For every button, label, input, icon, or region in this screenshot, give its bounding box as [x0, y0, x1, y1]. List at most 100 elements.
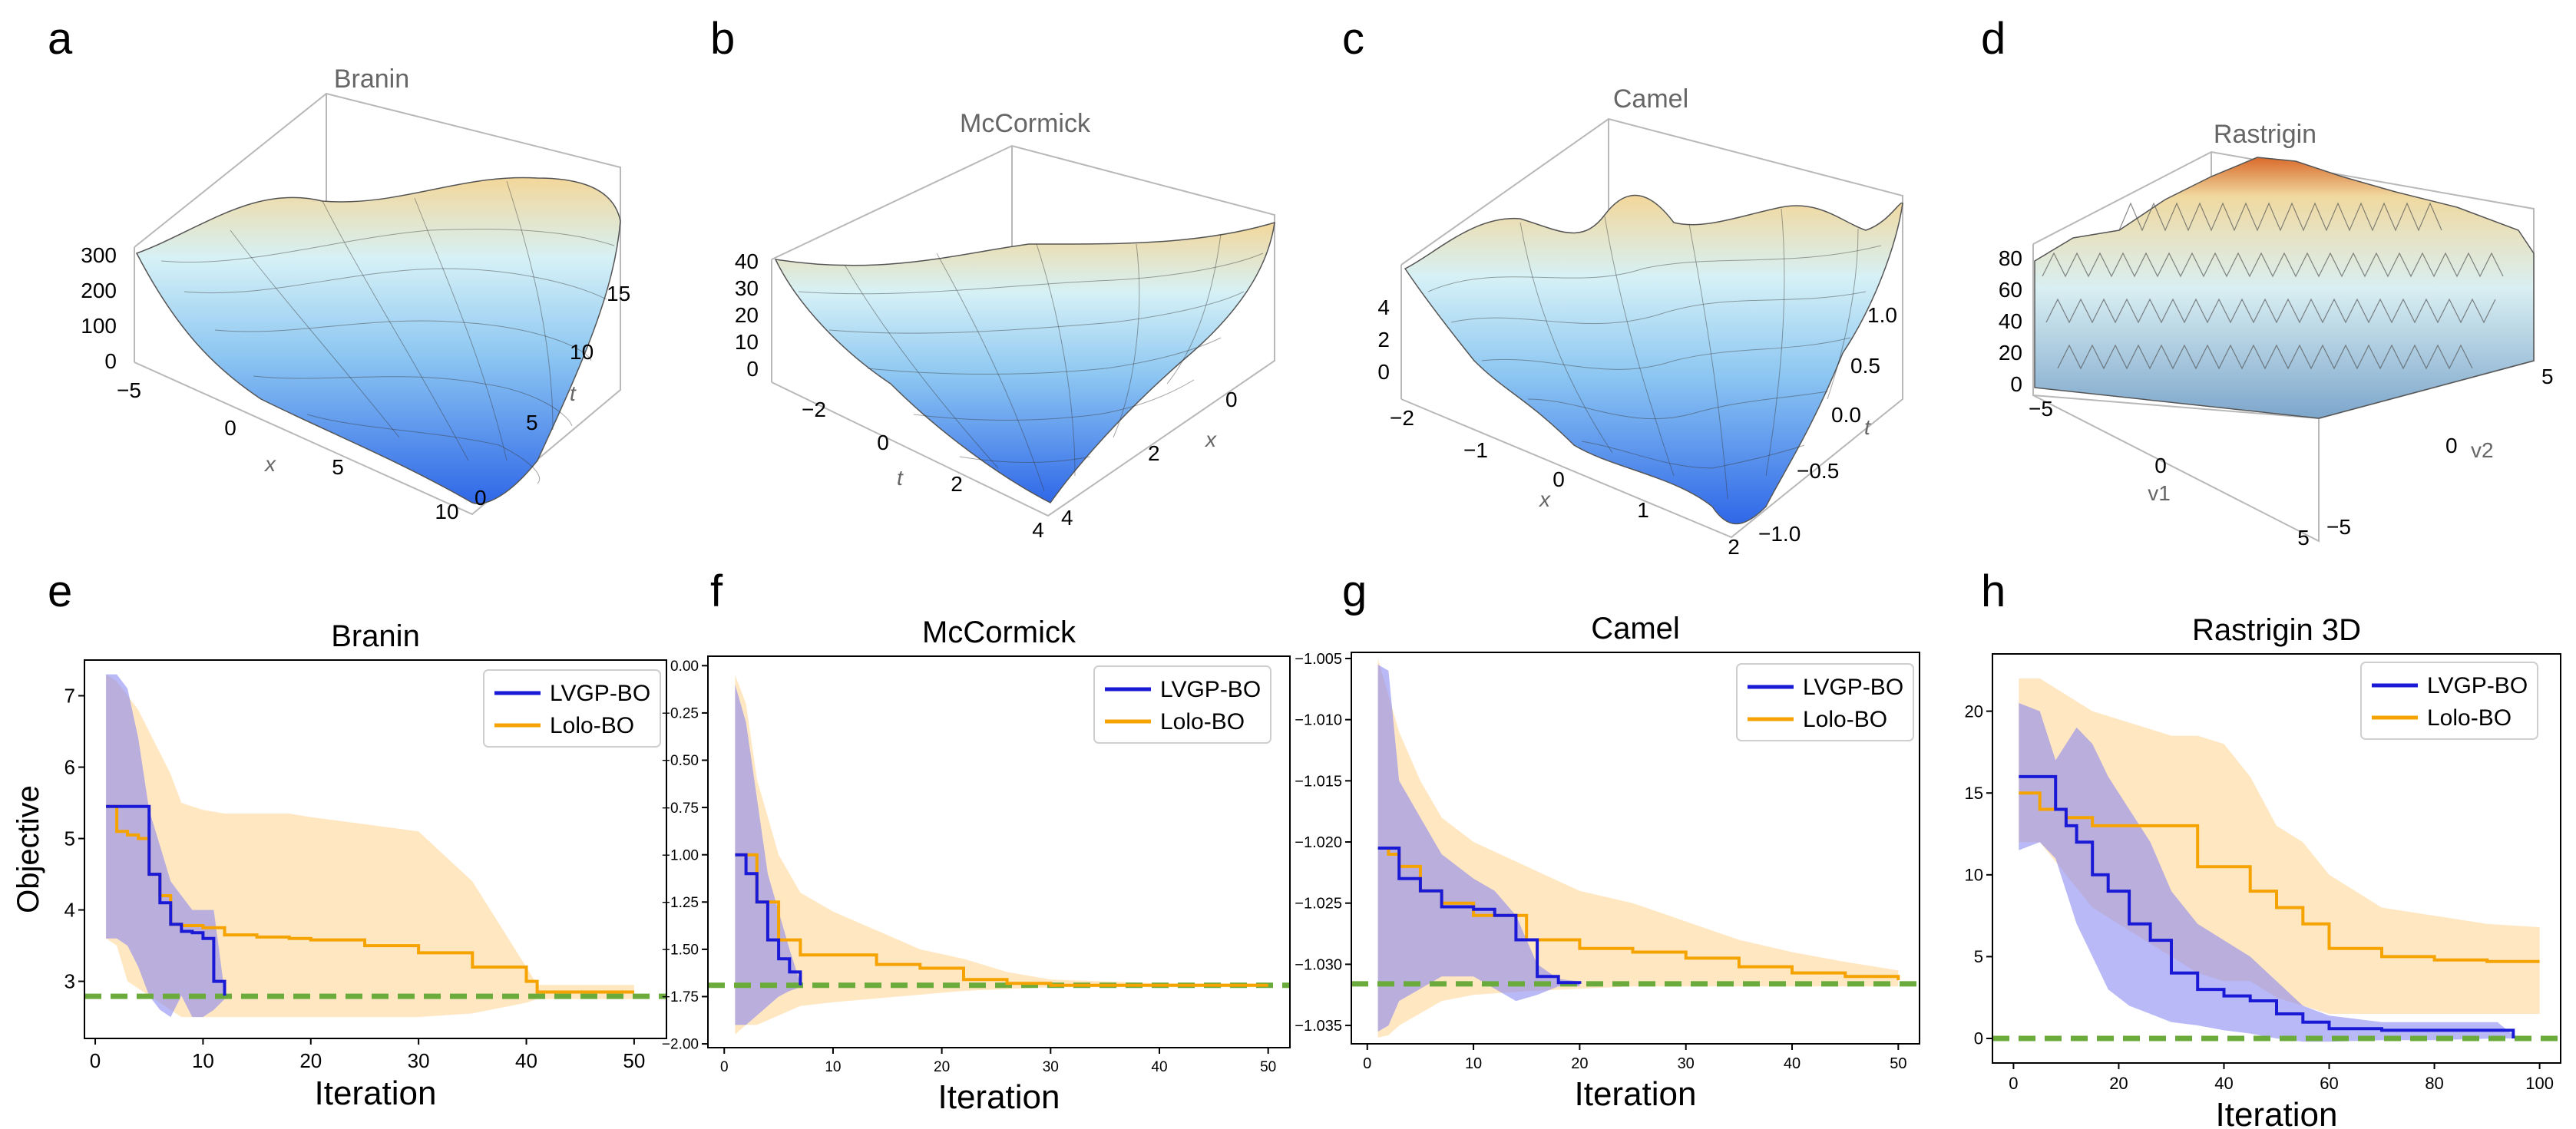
- x-axis-label: Iteration: [315, 1075, 437, 1112]
- surface-title: Camel: [1613, 84, 1688, 114]
- axis2-tick-label: 4: [1061, 506, 1073, 530]
- y-tick-label: −1.015: [1295, 773, 1342, 790]
- legend-box: [483, 669, 661, 748]
- axis2-ticks: 0 5 10 15: [475, 282, 630, 510]
- panel-letter: g: [1342, 566, 1367, 616]
- series-line-lvgp: [2019, 774, 2515, 1038]
- x-tick-label: 20: [1571, 1055, 1588, 1072]
- y-tick-label: −1.75: [662, 989, 699, 1005]
- y-tick-label: −0.75: [662, 801, 699, 817]
- x-tick-label: 50: [1260, 1059, 1276, 1075]
- axis2-tick-label: −0.5: [1797, 459, 1839, 483]
- legend: LVGP-BO Lolo-BO: [1736, 663, 1914, 741]
- x-axis-label: Iteration: [938, 1078, 1060, 1116]
- x-tick-label: 20: [934, 1059, 950, 1075]
- y-tick-label: 4: [64, 899, 75, 922]
- chart-title: Camel: [1591, 612, 1680, 645]
- y-tick-label: 15: [1965, 784, 1983, 803]
- y-tick-label: −1.005: [1295, 651, 1342, 668]
- x-tick-label: 0: [720, 1059, 729, 1075]
- confidence-band-lolo: [106, 674, 634, 1018]
- z-tick-label: 4: [1377, 295, 1390, 319]
- axis2-tick-label: 1.0: [1867, 303, 1897, 327]
- legend-label-lvgp: LVGP-BO: [1803, 675, 1903, 700]
- axis1-label: x: [263, 452, 276, 476]
- confidence-band-lolo: [735, 675, 1268, 1035]
- y-tick-label: 6: [64, 756, 75, 779]
- legend: LVGP-BO Lolo-BO: [1093, 665, 1271, 744]
- z-axis-ticks: 4 2 0: [1377, 295, 1390, 384]
- axis1-ticks: −2 −1 0 1 2: [1390, 406, 1740, 559]
- z-tick-label: 10: [735, 330, 759, 354]
- y-tick-label: −1.035: [1295, 1018, 1342, 1035]
- z-tick-label: 200: [81, 279, 117, 302]
- y-tick-label: −0.25: [662, 706, 699, 722]
- legend-label-lolo: Lolo-BO: [1803, 707, 1887, 732]
- y-tick-label: −1.030: [1295, 956, 1342, 973]
- x-tick-label: 10: [192, 1049, 214, 1072]
- surface-grid: [160, 180, 615, 484]
- z-tick-label: 0: [2010, 372, 2022, 396]
- plot-frame: [1992, 653, 2561, 1064]
- panel-letter: d: [1981, 14, 2006, 64]
- panel-letter: b: [710, 14, 735, 64]
- z-tick-label: 0: [1377, 360, 1390, 384]
- x-tick-label: 0: [1363, 1055, 1371, 1072]
- x-tick-label: 20: [299, 1049, 322, 1072]
- x-tick-label: 0: [2009, 1074, 2018, 1093]
- series-line-lolo: [1377, 847, 1900, 981]
- y-tick-label: −1.020: [1295, 834, 1342, 851]
- axis2-label: t: [1864, 415, 1871, 439]
- surface-panel-d: d Rastrigin 80 60 40 20 0 −5 0 5 v1: [1981, 14, 2554, 550]
- axis1-tick-label: 2: [951, 472, 963, 496]
- legend: LVGP-BO Lolo-BO: [2360, 662, 2538, 740]
- chart-panel-e: e Branin 0 10 20 30 40 50 3 4 5 6 7 Iteration Objectiv…: [12, 566, 667, 1112]
- x-tick-label: 100: [2525, 1074, 2554, 1093]
- z-tick-label: 100: [81, 314, 117, 338]
- x-tick-label: 10: [825, 1059, 841, 1075]
- legend-box: [2360, 662, 2538, 740]
- x-tick-label: 10: [1465, 1055, 1482, 1072]
- surface-grid: [798, 233, 1264, 492]
- panel-letter: a: [48, 14, 73, 64]
- surface-mesh: [135, 177, 621, 504]
- chart-panel-g: g Camel 0 10 20 30 40 50 −1.005 −1.010 −1.015 −1.02…: [1295, 566, 1920, 1113]
- z-axis-ticks: 40 30 20 10 0: [735, 249, 759, 381]
- axis1-tick-label: 0: [877, 431, 889, 454]
- y-tick-label: −1.25: [662, 895, 699, 911]
- axis2-tick-label: 0: [1225, 388, 1238, 411]
- axis2-tick-label: 0.0: [1831, 403, 1861, 427]
- surface-panel-c: c Camel 4 2 0 −2 −1 0 1: [1342, 14, 1903, 559]
- panel-letter: h: [1981, 566, 2006, 616]
- series-line-lolo: [2019, 791, 2540, 963]
- axis2-tick-label: 5: [2541, 365, 2554, 388]
- panel-letter: e: [48, 566, 72, 616]
- z-tick-label: 2: [1377, 328, 1390, 352]
- chart-panel-f: f McCormick 0 10 20 30 40 50 0.00 −0.25 −0.50 −0.75…: [662, 566, 1291, 1116]
- chart-title: Branin: [331, 619, 420, 653]
- chart-title: Rastrigin 3D: [2192, 613, 2361, 647]
- x-tick-label: 30: [408, 1049, 430, 1072]
- x-tick-label: 40: [1784, 1055, 1801, 1072]
- x-tick-label: 0: [90, 1049, 101, 1072]
- axis2-label: t: [570, 381, 577, 405]
- axis1-tick-label: −2: [802, 398, 826, 421]
- axis2-tick-label: 5: [526, 411, 538, 434]
- series-line-lolo: [106, 804, 634, 994]
- legend-label-lvgp: LVGP-BO: [1160, 677, 1261, 702]
- surface-spikes: [2042, 202, 2504, 370]
- series-line-lvgp: [106, 804, 227, 996]
- axis1-ticks: −5 0 5: [2029, 397, 2310, 550]
- axis1-label: t: [897, 466, 904, 490]
- series-line-lvgp: [735, 853, 802, 985]
- axis1-tick-label: 4: [1032, 518, 1044, 542]
- axis2-tick-label: −5: [2326, 515, 2351, 539]
- panel-letter: c: [1342, 14, 1364, 64]
- z-tick-label: 20: [1999, 341, 2022, 365]
- surface-title: Rastrigin: [2214, 120, 2316, 149]
- y-tick-label: −1.010: [1295, 712, 1342, 729]
- x-tick-label: 40: [1151, 1059, 1167, 1075]
- y-tick-label: 20: [1965, 701, 1983, 721]
- legend-label-lolo: Lolo-BO: [550, 713, 634, 738]
